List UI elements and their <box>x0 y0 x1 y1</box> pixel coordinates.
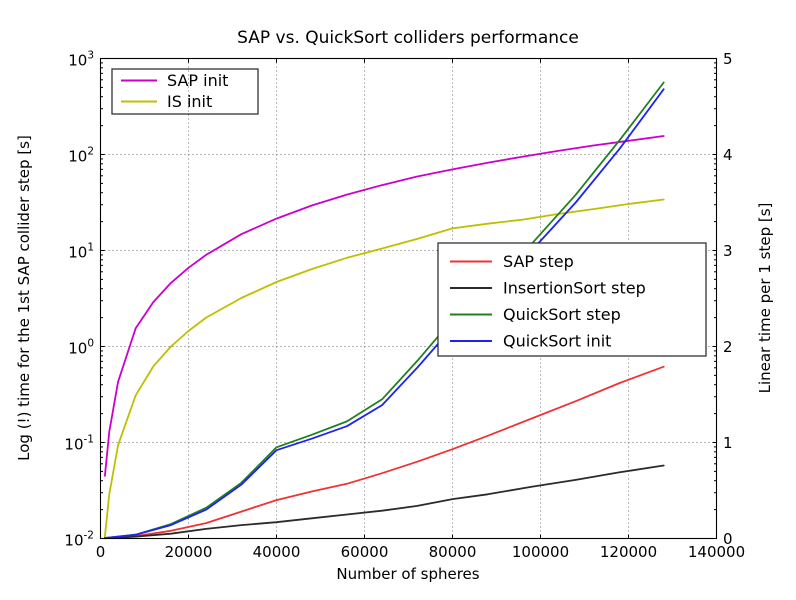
y-tick-label-left: 103 <box>68 50 94 70</box>
y-tick-label-left: 102 <box>68 146 94 166</box>
y-tick-label-left: 10-1 <box>64 434 94 454</box>
y-tick-label-left: 10-2 <box>64 530 94 550</box>
x-axis-label: Number of spheres <box>336 565 480 583</box>
x-tick-label: 120000 <box>600 543 657 561</box>
x-tick-label: 40000 <box>253 543 301 561</box>
x-tick-label: 20000 <box>165 543 213 561</box>
legend-entry-label: QuickSort step <box>503 305 621 324</box>
legend-box <box>111 68 259 115</box>
legend-entry-label: IS init <box>167 92 212 111</box>
y-tick-label-right: 3 <box>723 242 733 260</box>
x-tick-label: 100000 <box>512 543 569 561</box>
plot-title: SAP vs. QuickSort colliders performance <box>237 28 579 48</box>
x-tick-label: 0 <box>96 543 106 561</box>
series-line-quicksort-init <box>104 88 665 539</box>
legend-entry-label: QuickSort init <box>503 332 611 351</box>
x-tick-label: 140000 <box>688 543 745 561</box>
axes-spines <box>99 57 718 540</box>
y-tick-label-right: 1 <box>723 434 733 452</box>
y-tick-label-right: 5 <box>723 50 733 68</box>
x-tick-label: 60000 <box>341 543 389 561</box>
y-tick-label-right: 2 <box>723 338 733 356</box>
legend-entry-label: SAP step <box>503 252 574 271</box>
y-tick-label-right: 4 <box>723 146 733 164</box>
series-line-sap-init <box>104 135 665 477</box>
legend-upper-left: SAP init IS init <box>111 68 259 115</box>
y-axis-label-left: Log (!) time for the 1st SAP collider st… <box>15 135 33 461</box>
legend-entry-label: InsertionSort step <box>503 279 646 298</box>
y-tick-label-right: 0 <box>723 530 733 548</box>
y-tick-label-left: 101 <box>68 242 94 262</box>
y-tick-label-left: 100 <box>68 338 94 358</box>
tick-marks <box>100 58 717 539</box>
series-line-is-init <box>104 198 665 538</box>
legend-entry-label: SAP init <box>167 71 228 90</box>
x-tick-label: 80000 <box>429 543 477 561</box>
y-axis-label-right: Linear time per 1 step [s] <box>756 202 774 394</box>
series-line-insertionsort-step <box>104 464 665 540</box>
series-line-sap-step <box>104 365 665 539</box>
series-line-quicksort-step <box>104 81 665 539</box>
legend-center-right: SAP step InsertionSort step QuickSort step… <box>437 242 707 357</box>
